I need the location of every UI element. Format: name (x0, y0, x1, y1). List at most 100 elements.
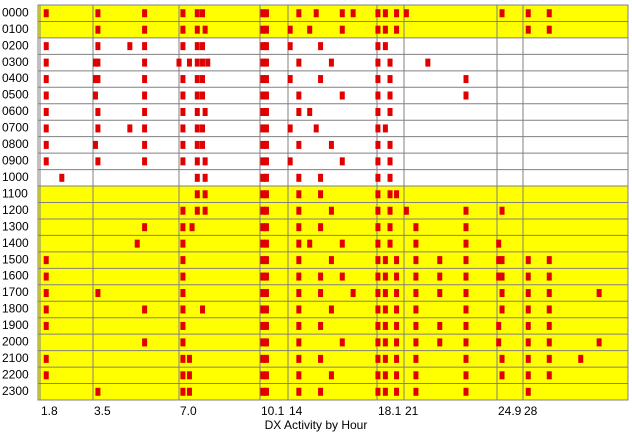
activity-spot (307, 107, 313, 116)
activity-spot (375, 75, 381, 84)
activity-spot (387, 190, 393, 199)
activity-spot (142, 75, 148, 84)
activity-spot (95, 9, 101, 18)
activity-spot (263, 190, 269, 199)
y-tick-label: 1700 (2, 285, 29, 299)
activity-spot (194, 206, 200, 215)
x-tick-label: 10.1 (261, 404, 285, 418)
activity-spot (180, 140, 186, 149)
y-tick-label: 0600 (2, 104, 29, 118)
activity-spot (350, 289, 356, 298)
activity-spot (260, 256, 266, 265)
activity-spot (296, 256, 302, 265)
activity-spot (263, 157, 269, 166)
activity-spot (382, 338, 388, 347)
activity-spot (394, 190, 400, 199)
activity-spot (186, 58, 192, 67)
activity-spot (307, 25, 313, 34)
activity-spot (142, 305, 148, 314)
activity-spot (260, 42, 266, 51)
activity-spot (546, 25, 552, 34)
activity-spot (387, 157, 393, 166)
y-tick-label: 1100 (2, 186, 28, 200)
activity-spot (260, 140, 266, 149)
activity-spot (263, 256, 269, 265)
activity-spot (263, 25, 269, 34)
activity-spot (328, 371, 334, 380)
activity-spot (546, 338, 552, 347)
activity-spot (328, 58, 334, 67)
activity-spot (200, 9, 206, 18)
activity-spot (263, 75, 269, 84)
activity-spot (328, 305, 334, 314)
activity-spot (194, 91, 200, 100)
activity-spot (296, 9, 302, 18)
activity-spot (142, 124, 148, 133)
y-tick-label: 0500 (2, 88, 29, 102)
activity-spot (339, 25, 345, 34)
activity-spot (375, 124, 381, 133)
activity-spot (43, 9, 49, 18)
activity-spot (287, 157, 293, 166)
activity-spot (318, 173, 324, 182)
activity-spot (375, 91, 381, 100)
activity-spot (463, 387, 469, 396)
activity-spot (260, 223, 266, 232)
activity-spot (260, 338, 266, 347)
activity-spot (180, 239, 186, 248)
activity-spot (313, 124, 319, 133)
activity-spot (127, 124, 133, 133)
activity-spot (180, 321, 186, 330)
activity-spot (260, 371, 266, 380)
activity-spot (296, 272, 302, 281)
activity-spot (496, 321, 502, 330)
activity-spot (194, 173, 200, 182)
activity-spot (43, 42, 49, 51)
activity-spot (287, 25, 293, 34)
activity-spot (375, 272, 381, 281)
activity-spot (387, 173, 393, 182)
activity-spot (95, 124, 101, 133)
activity-spot (525, 354, 531, 363)
activity-spot (260, 173, 266, 182)
activity-spot (194, 25, 200, 34)
activity-spot (43, 371, 49, 380)
activity-spot (318, 354, 324, 363)
activity-spot (263, 140, 269, 149)
activity-spot (578, 354, 584, 363)
activity-spot (296, 107, 302, 116)
activity-spot (180, 75, 186, 84)
activity-spot (296, 173, 302, 182)
activity-spot (375, 157, 381, 166)
activity-spot (499, 206, 505, 215)
x-tick-label: 21 (405, 404, 419, 418)
activity-spot (260, 58, 266, 67)
activity-spot (525, 371, 531, 380)
activity-spot (413, 305, 419, 314)
y-tick-label: 0400 (2, 71, 29, 85)
activity-spot (202, 190, 208, 199)
activity-spot (43, 157, 49, 166)
y-tick-label: 0300 (2, 55, 29, 69)
activity-spot (43, 354, 49, 363)
activity-spot (260, 91, 266, 100)
activity-spot (394, 338, 400, 347)
activity-spot (437, 338, 443, 347)
activity-spot (525, 25, 531, 34)
y-tick-label: 0900 (2, 154, 29, 168)
activity-spot (296, 140, 302, 149)
activity-spot (263, 9, 269, 18)
activity-spot (296, 305, 302, 314)
activity-spot (263, 387, 269, 396)
activity-spot (296, 354, 302, 363)
activity-spot (318, 190, 324, 199)
activity-spot (263, 173, 269, 182)
x-tick-label: 1.8 (41, 404, 58, 418)
activity-spot (296, 289, 302, 298)
activity-spot (180, 25, 186, 34)
activity-spot (260, 354, 266, 363)
activity-spot (260, 25, 266, 34)
activity-spot (339, 272, 345, 281)
activity-spot (387, 223, 393, 232)
activity-spot (546, 289, 552, 298)
